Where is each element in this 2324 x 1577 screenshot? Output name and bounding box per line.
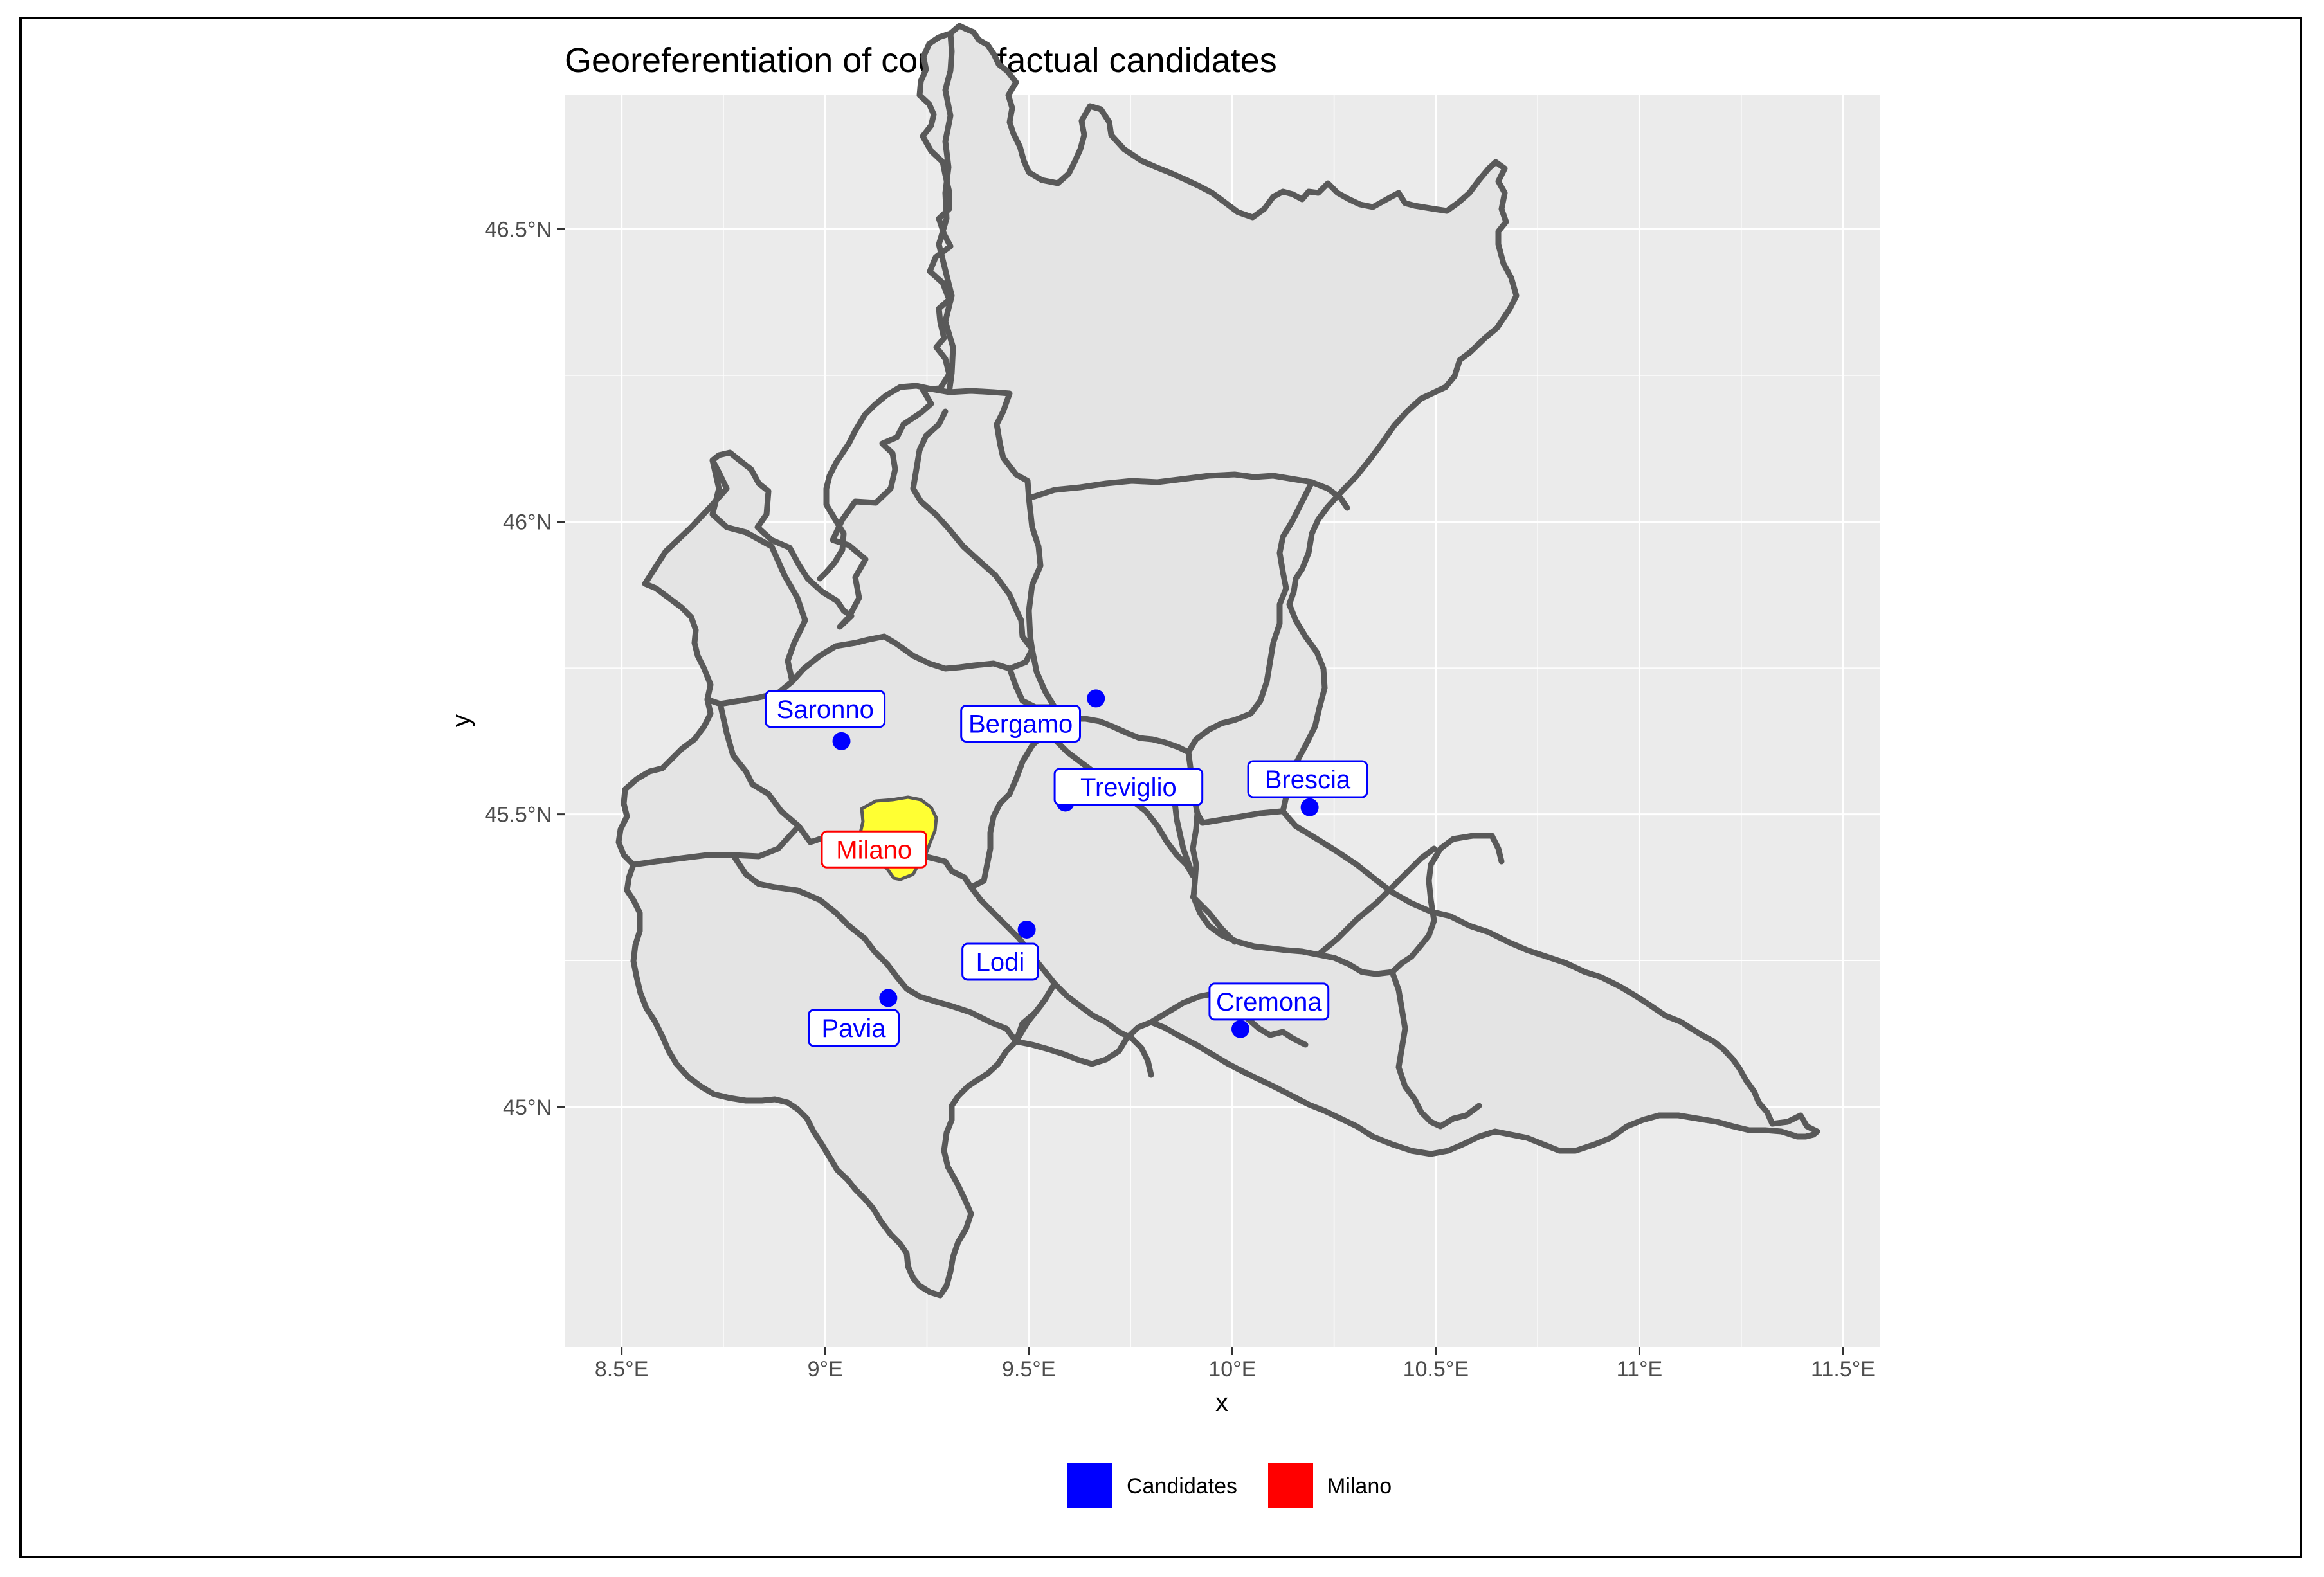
city-label-box-lodi [961,942,1039,981]
province-boundary-line [630,823,802,868]
x-axis: 8.5°E 9°E 9.5°E 10°E 10.5°E 11°E 11.5°E [595,1347,1875,1382]
province-boundary-line [1194,808,1284,826]
x-tick-label: 8.5°E [595,1357,649,1382]
x-tick-label: 10°E [1208,1357,1256,1382]
city-label-saronno: Saronno [777,696,874,724]
city-label-milano: Milano [836,836,912,864]
city-label-bergamo: Bergamo [968,710,1073,739]
x-tick-label: 10.5°E [1403,1357,1469,1382]
legend-label-milano: Milano [1327,1474,1392,1499]
city-point-bergamo [1087,689,1105,708]
province-boundary-line [946,388,1032,501]
city-label-box-milano [821,830,927,869]
x-tick-label: 11.5°E [1811,1357,1875,1382]
province-boundary-line [968,884,1154,1078]
x-tick-label: 9.5°E [1002,1357,1056,1382]
legend-swatch-milano [1268,1463,1313,1508]
y-tick-label: 45.5°N [485,803,552,827]
city-point-pavia [879,989,898,1007]
y-axis: 45°N 45.5°N 46°N 46.5°N [485,217,565,1120]
city-point-cremona [1231,1020,1249,1038]
province-boundary-line [1389,969,1482,1130]
city-label-cremona: Cremona [1216,988,1322,1016]
legend-label-candidates: Candidates [1127,1474,1237,1499]
province-boundary-line [1006,665,1192,755]
province-boundary-line [910,408,949,492]
city-points [832,689,1319,1038]
province-boundary-line [1315,845,1437,958]
city-point-saronno [832,732,851,750]
province-boundary-line [817,383,952,582]
legend-swatch-candidates [1067,1463,1112,1508]
map-title: Georeferentiation of counterfactual cand… [565,41,1277,80]
province-boundaries [615,23,1820,1299]
city-point-brescia [1300,798,1319,816]
city-label-treviglio: Treviglio [1080,773,1177,802]
province-boundary-line [1185,479,1437,977]
province-boundary-line [730,852,1019,1045]
province-boundary-line [1026,471,1350,511]
province-boundary-line [1426,833,1505,924]
city-label-box-saronno [765,690,886,728]
city-label-brescia: Brescia [1265,766,1351,794]
city-point-lodi [1017,920,1036,939]
x-tick-label: 11°E [1617,1357,1663,1382]
y-tick-label: 46.5°N [485,217,552,242]
province-boundary-line [936,30,956,395]
city-label-pavia: Pavia [821,1014,886,1043]
y-tick-label: 46°N [503,510,552,535]
province-boundary-line [1026,495,1044,653]
province-boundary-line [717,701,1058,890]
city-label-box-cremona [1208,982,1330,1021]
city-label-box-pavia [808,1009,900,1047]
city-labels: Saronno Bergamo Treviglio Brescia Milano Lodi… [765,690,1368,1047]
y-tick-label: 45°N [503,1095,552,1120]
y-axis-label: y [447,714,475,727]
x-tick-label: 9°E [808,1357,843,1382]
x-axis-label: x [1215,1389,1228,1417]
city-label-box-brescia [1247,760,1368,798]
province-boundary-line [789,485,1035,685]
city-label-box-bergamo [960,705,1082,743]
city-label-lodi: Lodi [976,948,1025,977]
legend: Candidates Milano [1067,1463,1392,1508]
province-boundary-line [1013,1003,1044,1045]
province-boundary-line [709,457,808,685]
province-boundary-line [1190,894,1238,945]
city-label-box-treviglio [1053,768,1204,806]
